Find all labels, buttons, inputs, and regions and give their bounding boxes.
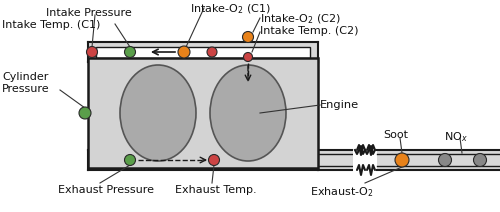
Text: Cylinder
Pressure: Cylinder Pressure: [2, 72, 50, 94]
Text: Intake-O$_2$ (C2): Intake-O$_2$ (C2): [260, 12, 341, 26]
Text: Intake Pressure: Intake Pressure: [46, 8, 132, 18]
Bar: [88, 150, 318, 170]
Text: Soot: Soot: [383, 130, 408, 140]
Ellipse shape: [120, 65, 196, 161]
Circle shape: [395, 153, 409, 167]
Bar: [88, 58, 318, 168]
Bar: [353, 148, 377, 172]
Bar: [377, 150, 500, 170]
Circle shape: [178, 46, 190, 58]
Bar: [88, 42, 318, 62]
Circle shape: [207, 47, 217, 57]
Circle shape: [474, 153, 486, 166]
Text: Intake Temp. (C2): Intake Temp. (C2): [260, 26, 358, 36]
Circle shape: [86, 46, 98, 57]
Circle shape: [79, 107, 91, 119]
Text: Engine: Engine: [320, 100, 359, 110]
Bar: [96, 47, 310, 58]
Ellipse shape: [210, 65, 286, 161]
Text: NO$_x$: NO$_x$: [444, 130, 468, 144]
Circle shape: [124, 46, 136, 57]
Text: Intake-O$_2$ (C1): Intake-O$_2$ (C1): [190, 2, 271, 16]
Circle shape: [244, 53, 252, 61]
Circle shape: [124, 155, 136, 166]
Circle shape: [242, 32, 254, 42]
Bar: [318, 150, 355, 170]
Circle shape: [208, 155, 220, 166]
Bar: [96, 154, 310, 166]
Text: Exhaust-O$_2$: Exhaust-O$_2$: [310, 185, 374, 199]
Text: Exhaust Pressure: Exhaust Pressure: [58, 185, 154, 195]
Text: Exhaust Temp.: Exhaust Temp.: [175, 185, 256, 195]
Text: Intake Temp. (C1): Intake Temp. (C1): [2, 20, 100, 30]
Circle shape: [438, 153, 452, 166]
